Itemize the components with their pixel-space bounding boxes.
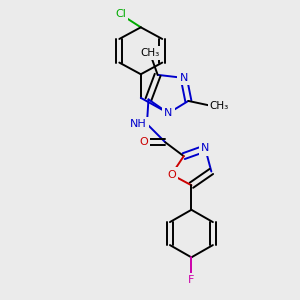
Text: O: O — [140, 137, 148, 147]
Text: O: O — [167, 169, 176, 179]
Text: Cl: Cl — [116, 9, 126, 20]
Text: N: N — [180, 73, 188, 83]
Text: CH₃: CH₃ — [210, 100, 229, 110]
Text: NH: NH — [130, 119, 147, 129]
Text: N: N — [164, 108, 172, 118]
Text: F: F — [188, 275, 195, 285]
Text: N: N — [201, 143, 209, 154]
Text: CH₃: CH₃ — [140, 48, 160, 59]
